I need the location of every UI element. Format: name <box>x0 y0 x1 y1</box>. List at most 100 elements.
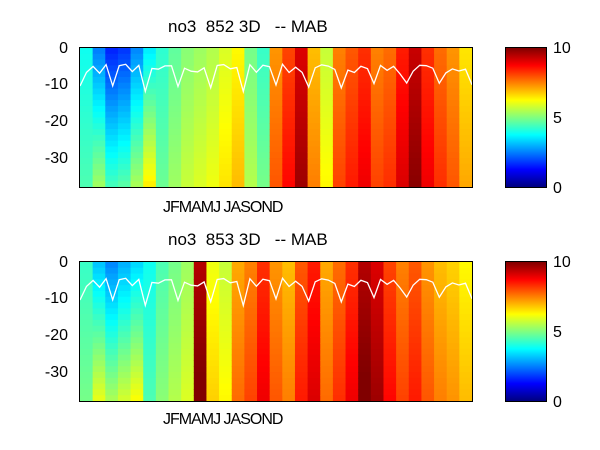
heatmap-cell <box>358 360 372 367</box>
heatmap-cell <box>421 343 435 350</box>
heatmap-cell <box>168 100 182 107</box>
heatmap-cell <box>421 285 435 292</box>
heatmap-cell <box>383 331 397 338</box>
heatmap-cell <box>181 152 195 159</box>
heatmap-cell <box>408 152 423 159</box>
heatmap-cell <box>269 140 283 148</box>
heatmap-cell <box>244 48 258 55</box>
heatmap-cell <box>193 175 208 182</box>
heatmap-cell <box>130 158 144 165</box>
heatmap-cell <box>181 383 195 391</box>
heatmap-cell <box>193 163 208 171</box>
heatmap-cell <box>257 140 271 148</box>
heatmap-cell <box>92 53 106 61</box>
heatmap-cell <box>168 262 182 269</box>
heatmap-cell <box>307 308 321 315</box>
heatmap-cell <box>383 129 397 136</box>
heatmap-cell <box>181 325 195 333</box>
heatmap-cell <box>181 158 195 165</box>
heatmap-cell <box>155 181 170 187</box>
heatmap-cell <box>117 360 132 367</box>
heatmap-cell <box>92 296 106 304</box>
heatmap-cell <box>105 285 119 292</box>
heatmap-cell <box>459 360 472 367</box>
heatmap-cell <box>92 163 106 171</box>
heatmap-cell <box>155 59 170 66</box>
heatmap-cell <box>269 100 283 107</box>
heatmap-cell <box>193 65 208 72</box>
heatmap-cell <box>206 169 220 177</box>
heatmap-cell <box>168 325 182 333</box>
heatmap-cell <box>117 290 132 298</box>
heatmap-cell <box>219 134 233 142</box>
heatmap-cell <box>434 319 448 327</box>
heatmap-cell <box>117 267 132 275</box>
heatmap-cell <box>421 146 435 153</box>
heatmap-cell <box>257 181 271 187</box>
heatmap-cell <box>105 169 119 177</box>
heatmap-cell <box>320 105 334 113</box>
heatmap-cell <box>269 267 283 275</box>
heatmap-cell <box>332 140 347 148</box>
heatmap-cell <box>117 285 132 292</box>
mixed-layer-line <box>80 62 472 95</box>
heatmap-cell <box>231 117 245 124</box>
heatmap-cell <box>117 175 132 182</box>
heatmap-cell <box>105 273 119 280</box>
heatmap-cell <box>193 325 208 333</box>
heatmap-cell <box>80 163 94 171</box>
heatmap-cell <box>193 181 208 187</box>
heatmap-cell <box>294 123 309 130</box>
heatmap-cell <box>320 48 334 55</box>
heatmap-cell <box>143 82 157 90</box>
heatmap-cell <box>269 129 283 136</box>
heatmap-cell <box>459 105 472 113</box>
heatmap-cell <box>332 354 347 362</box>
heatmap-cell <box>231 343 245 350</box>
heatmap-cell <box>117 146 132 153</box>
heatmap-cell <box>206 88 220 95</box>
heatmap-cell <box>92 319 106 327</box>
heatmap-cell <box>130 273 144 280</box>
heatmap-cell <box>408 267 423 275</box>
heatmap-cell <box>219 65 233 72</box>
heatmap-cell <box>244 146 258 153</box>
heatmap-cell <box>80 59 94 66</box>
heatmap-cell <box>408 59 423 66</box>
heatmap-cell <box>92 105 106 113</box>
heatmap-cell <box>92 129 106 136</box>
heatmap-cell <box>219 366 233 373</box>
heatmap-cell <box>117 88 132 95</box>
heatmap-cell <box>434 395 448 401</box>
heatmap-cell <box>383 76 397 84</box>
heatmap-cell <box>446 354 460 362</box>
heatmap-cell <box>130 169 144 177</box>
heatmap-cell <box>231 262 245 269</box>
heatmap-cell <box>193 53 208 61</box>
heatmap-cell <box>105 163 119 171</box>
heatmap-cell <box>383 267 397 275</box>
heatmap-cell <box>130 262 144 269</box>
heatmap-cell <box>193 100 208 107</box>
heatmap-cell <box>383 302 397 309</box>
heatmap-cell <box>282 140 296 148</box>
heatmap-cell <box>282 285 296 292</box>
heatmap-cell <box>446 273 460 280</box>
heatmap-cell <box>231 146 245 153</box>
heatmap-cell <box>345 181 359 187</box>
heatmap-cell <box>396 348 410 356</box>
heatmap-cell <box>257 152 271 159</box>
heatmap-cell <box>370 140 385 148</box>
heatmap-cell <box>421 140 435 148</box>
heatmap-cell <box>155 343 170 350</box>
heatmap-cell <box>105 354 119 362</box>
heatmap-cell <box>320 76 334 84</box>
heatmap-cell <box>320 146 334 153</box>
heatmap-cell <box>244 169 258 177</box>
heatmap-cell <box>370 308 385 315</box>
heatmap-cell <box>244 59 258 66</box>
heatmap-cell <box>181 88 195 95</box>
heatmap-cell <box>307 285 321 292</box>
ytick-label: -20 <box>44 113 68 130</box>
heatmap-cell <box>383 285 397 292</box>
